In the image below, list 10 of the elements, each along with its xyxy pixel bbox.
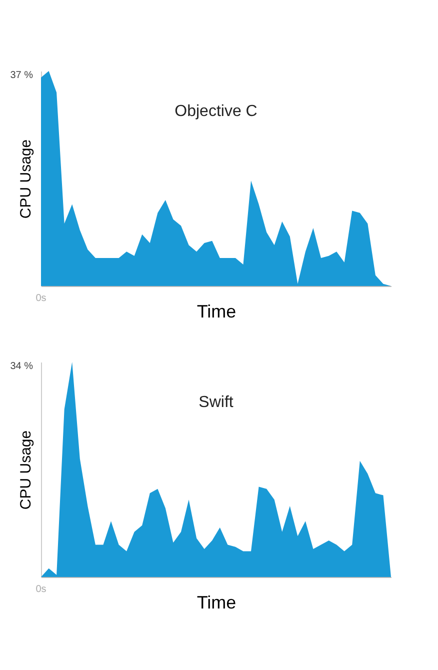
text: 37 % bbox=[10, 70, 34, 81]
y-axis-title: CPU Usage bbox=[18, 139, 34, 219]
text: 0s bbox=[36, 293, 46, 304]
text: 34 % bbox=[10, 361, 34, 372]
text: Objective C bbox=[174, 103, 258, 120]
text: Swift bbox=[198, 394, 234, 411]
x-axis-title: Time bbox=[196, 302, 236, 322]
text: 0s bbox=[36, 584, 46, 595]
y-axis-title: CPU Usage bbox=[18, 430, 34, 510]
x-axis-title: Time bbox=[196, 592, 236, 612]
